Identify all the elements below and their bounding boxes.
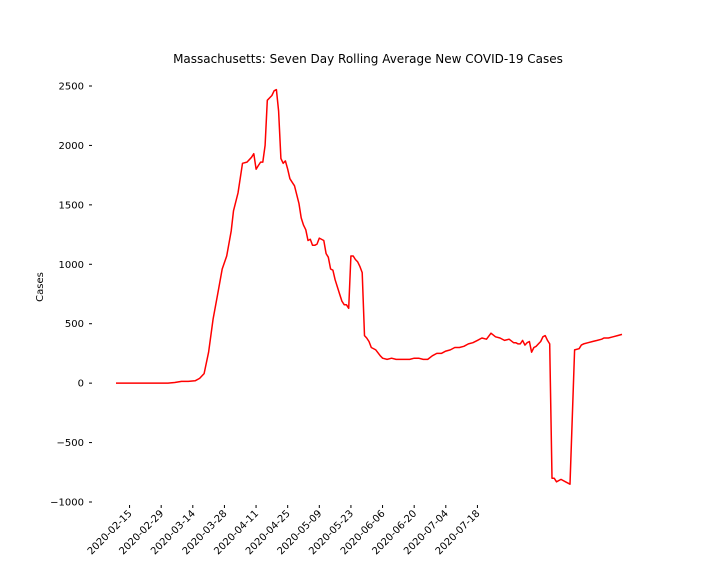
series-line-0 [116,88,623,485]
y-tick-label: 1500 [59,200,84,211]
y-tick-label: 2000 [59,141,84,152]
y-tick-label: 0 [78,379,84,390]
y-tick-label: −500 [57,438,84,449]
y-axis-label: Cases [35,272,46,302]
y-tick-label: 2500 [59,82,84,93]
plot-area [116,88,623,485]
y-axis: −1000 −500 0 500 1000 1500 2000 2500 [50,82,92,509]
chart-title: Massachusetts: Seven Day Rolling Average… [173,52,563,66]
y-tick-label: 500 [65,319,84,330]
y-tick-label: 1000 [59,260,84,271]
y-tick-label: −1000 [50,498,84,509]
x-axis: 2020-02-152020-02-292020-03-142020-03-28… [86,505,483,557]
